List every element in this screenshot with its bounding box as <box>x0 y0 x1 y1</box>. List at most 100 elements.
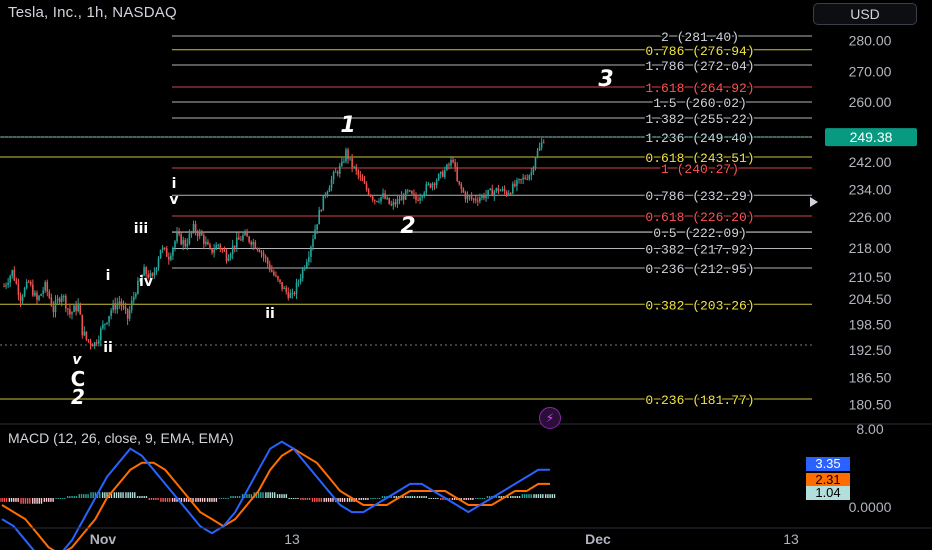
macd-histogram-bar <box>297 498 299 499</box>
candle-body <box>303 267 306 269</box>
macd-histogram-bar <box>423 496 425 498</box>
macd-histogram-bar <box>160 498 162 502</box>
macd-histogram-bar <box>148 498 150 500</box>
macd-histogram-bar <box>10 498 13 502</box>
candle-body <box>530 172 533 176</box>
wave-label: ii <box>265 306 275 322</box>
macd-histogram-bar <box>57 498 59 499</box>
macd-histogram-bar <box>199 498 202 502</box>
candle-body <box>139 279 141 281</box>
macd-histogram-bar <box>351 498 353 502</box>
candle-body <box>275 275 277 277</box>
macd-histogram-bar <box>250 494 253 498</box>
candle-body <box>415 194 417 200</box>
macd-histogram-bar <box>330 498 332 502</box>
candle-body <box>522 177 524 180</box>
macd-histogram-bar <box>549 494 551 498</box>
time-tick-label: Nov <box>90 531 117 547</box>
candle-body <box>460 183 463 189</box>
symbol-title[interactable]: Tesla, Inc., 1h, NASDAQ <box>8 4 177 21</box>
candle-body <box>112 303 114 311</box>
candle-body <box>60 296 63 302</box>
macd-histogram-bar <box>171 498 174 502</box>
macd-histogram-bar <box>407 496 409 498</box>
macd-histogram-bar <box>101 492 104 498</box>
candle-body <box>3 286 5 288</box>
candle-body <box>514 183 516 187</box>
candle-body <box>36 292 38 301</box>
macd-histogram-bar <box>83 494 85 498</box>
wave-label: ii <box>103 340 113 356</box>
macd-histogram-bar <box>339 498 341 502</box>
macd-histogram-bar <box>460 498 462 500</box>
lightning-icon[interactable]: ⚡ <box>539 407 561 429</box>
macd-histogram-bar <box>308 498 311 500</box>
candle-body <box>464 192 467 200</box>
macd-histogram-bar <box>360 498 363 500</box>
macd-histogram-bar <box>26 498 29 504</box>
candle-body <box>75 305 77 312</box>
macd-histogram-bar <box>325 498 328 502</box>
macd-histogram-bar <box>15 498 17 502</box>
candle-body <box>285 287 288 292</box>
candle-body <box>9 275 11 283</box>
candle-body <box>485 194 487 199</box>
macd-histogram-bar <box>341 498 344 502</box>
macd-histogram-bar <box>220 498 223 499</box>
macd-histogram-bar <box>451 498 454 500</box>
price-axis[interactable]: 280.00 270.00 260.00 242.00 234.00 226.00 218.… <box>0 32 917 413</box>
fib-level-label: 1 (240.27) <box>661 162 739 177</box>
candle-body <box>306 262 308 268</box>
macd-histogram-bar <box>236 496 239 498</box>
macd-title[interactable]: MACD (12, 26, close, 9, EMA, EMA) <box>8 430 234 446</box>
candle-body <box>21 296 24 301</box>
macd-histogram-bar <box>61 498 64 499</box>
candle-body <box>165 248 168 257</box>
macd-histogram-bar <box>125 492 127 498</box>
macd-histogram-bar <box>234 496 236 498</box>
candle-body <box>439 171 442 175</box>
candle-body <box>273 271 275 276</box>
fib-level-label: 1.618 (264.92) <box>645 81 754 96</box>
price-tick-label: 204.50 <box>849 291 892 307</box>
candle-body <box>299 278 302 282</box>
macd-histogram-bar <box>227 498 229 499</box>
candle-body <box>345 149 347 162</box>
macd-histogram-bar <box>145 496 148 498</box>
candle-body <box>450 159 452 166</box>
macd-histogram-bar <box>225 498 227 499</box>
candle-body <box>186 243 189 247</box>
candle-body <box>518 179 520 181</box>
macd-value-label: 2.31 <box>815 472 840 487</box>
candle-body <box>194 224 197 233</box>
macd-histogram-bar <box>20 498 22 504</box>
candle-body <box>13 270 16 281</box>
macd-histogram-bar <box>530 494 532 498</box>
candle-body <box>264 256 267 259</box>
macd-histogram-bar <box>442 498 444 500</box>
candle-body <box>355 166 358 171</box>
currency-button[interactable]: USD <box>813 3 917 25</box>
macd-histogram-bar <box>346 498 349 502</box>
macd-histogram-bar <box>393 496 395 498</box>
macd-value-label: 1.04 <box>815 485 840 500</box>
macd-histogram-bar <box>52 498 54 502</box>
macd-histogram-bar <box>269 492 271 498</box>
macd-histogram-bar <box>246 494 248 498</box>
price-tick-label: 186.50 <box>849 369 892 385</box>
wave-label: 3 <box>598 67 613 92</box>
macd-histogram-bar <box>66 496 69 498</box>
macd-histogram-bar <box>17 498 19 502</box>
time-axis[interactable]: Nov 13 Dec 13 <box>0 527 932 547</box>
macd-histogram-bar <box>488 496 491 498</box>
macd-histogram-bar <box>94 492 97 498</box>
candle-body <box>334 171 337 173</box>
macd-histogram-bar <box>136 496 139 498</box>
macd-histogram-bar <box>535 494 537 498</box>
macd-histogram-bar <box>218 498 220 499</box>
macd-histogram-bar <box>314 498 316 502</box>
macd-histogram-bar <box>3 498 5 502</box>
candle-body <box>203 235 205 244</box>
